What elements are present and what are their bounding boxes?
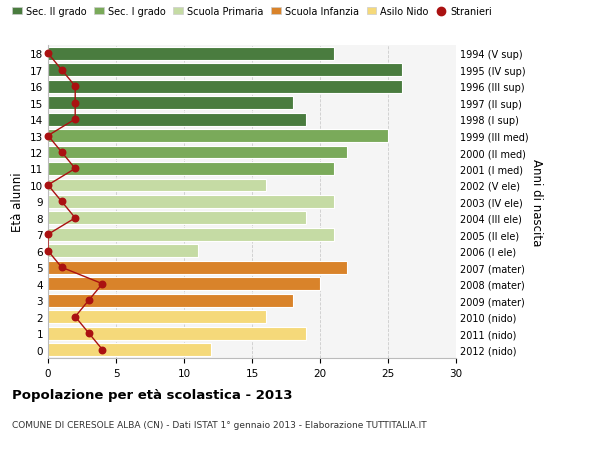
Bar	[48, 212, 307, 225]
Bar	[48, 343, 211, 356]
Point	[70, 83, 80, 90]
Point	[57, 67, 67, 74]
Bar	[48, 196, 334, 208]
Point	[43, 182, 53, 189]
Bar	[48, 48, 334, 61]
Y-axis label: Età alunni: Età alunni	[11, 172, 25, 232]
Point	[70, 116, 80, 123]
Point	[84, 330, 94, 337]
Point	[70, 313, 80, 321]
Point	[57, 149, 67, 157]
Bar	[48, 278, 320, 291]
Y-axis label: Anni di nascita: Anni di nascita	[530, 158, 542, 246]
Point	[70, 165, 80, 173]
Text: COMUNE DI CERESOLE ALBA (CN) - Dati ISTAT 1° gennaio 2013 - Elaborazione TUTTITA: COMUNE DI CERESOLE ALBA (CN) - Dati ISTA…	[12, 420, 427, 429]
Point	[98, 346, 107, 353]
Bar	[48, 179, 266, 192]
Point	[57, 264, 67, 271]
Bar	[48, 294, 293, 307]
Point	[98, 280, 107, 288]
Bar	[48, 311, 266, 323]
Bar	[48, 146, 347, 159]
Point	[84, 297, 94, 304]
Bar	[48, 81, 401, 93]
Point	[57, 198, 67, 206]
Text: Popolazione per età scolastica - 2013: Popolazione per età scolastica - 2013	[12, 388, 293, 401]
Bar	[48, 327, 307, 340]
Point	[70, 215, 80, 222]
Bar	[48, 97, 293, 110]
Bar	[48, 113, 307, 126]
Bar	[48, 130, 388, 143]
Bar	[48, 64, 401, 77]
Bar	[48, 229, 334, 241]
Point	[43, 133, 53, 140]
Point	[70, 100, 80, 107]
Point	[43, 231, 53, 239]
Point	[43, 50, 53, 58]
Bar	[48, 162, 334, 175]
Bar	[48, 261, 347, 274]
Point	[43, 247, 53, 255]
Bar	[48, 245, 197, 257]
Legend: Sec. II grado, Sec. I grado, Scuola Primaria, Scuola Infanzia, Asilo Nido, Stran: Sec. II grado, Sec. I grado, Scuola Prim…	[12, 7, 492, 17]
